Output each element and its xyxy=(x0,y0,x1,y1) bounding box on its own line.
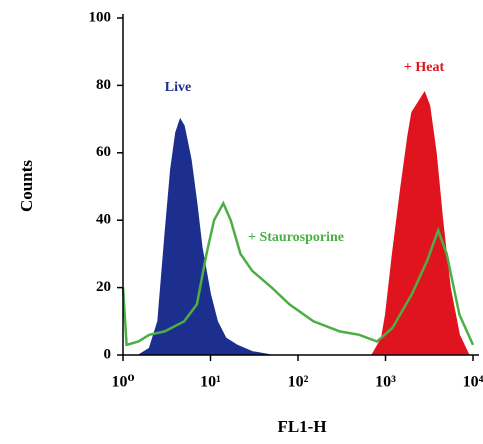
y-tick-label: 80 xyxy=(96,77,111,93)
y-tick-label: 0 xyxy=(104,346,112,362)
x-tick-label: 10⁰ xyxy=(111,374,134,391)
x-tick-label: 10² xyxy=(288,374,309,391)
series-label: Live xyxy=(165,80,191,95)
x-tick-label: 10¹ xyxy=(200,374,221,391)
x-tick-label: 10⁴ xyxy=(463,374,483,391)
area xyxy=(371,90,470,356)
x-tick-label: 10³ xyxy=(375,374,396,391)
line xyxy=(121,200,475,347)
series-label: + Heat xyxy=(404,60,445,75)
y-tick-label: 40 xyxy=(96,212,111,228)
x-axis-label: FL1-H xyxy=(277,417,326,436)
y-axis-label: Counts xyxy=(17,160,36,212)
y-tick-label: 60 xyxy=(96,144,111,160)
y-tick-label: 20 xyxy=(96,279,111,295)
y-tick-label: 100 xyxy=(89,9,112,25)
series-label: + Staurosporine xyxy=(248,230,344,245)
area xyxy=(136,117,272,356)
